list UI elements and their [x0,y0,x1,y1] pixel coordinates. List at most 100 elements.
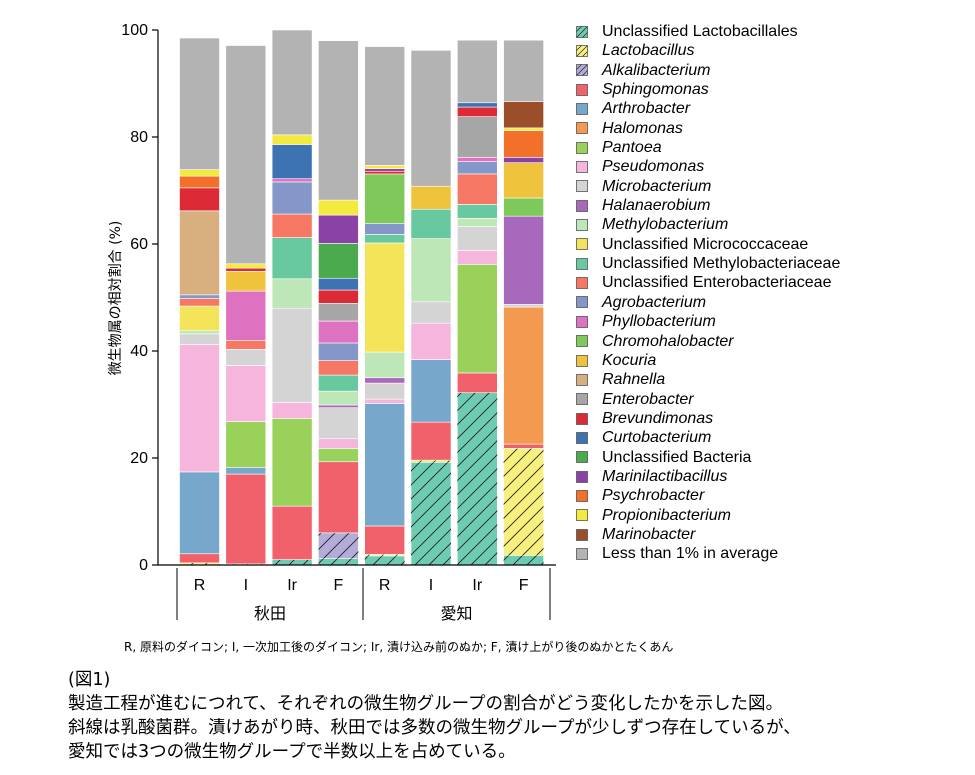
bar-segment [503,157,544,163]
bar-segment [456,226,498,251]
legend-item: Chromohalobacter [576,332,840,351]
legend-swatch [576,64,588,77]
bar-segment [503,162,544,199]
bar-segment [318,390,359,406]
legend-swatch [576,548,588,560]
legend-item: Marinobacter [576,525,840,544]
legend-label: Rahnella [602,371,666,389]
figure-caption: (図1) 製造工程が進むにつれて、それぞれの微生物グループの割合がどう変化したか… [68,668,801,764]
bar-segment [318,199,359,216]
x-tick-label: Ir [472,577,482,594]
legend-label: Pseudomonas [602,158,705,176]
bar-segment [271,181,313,215]
bar-segment [410,322,452,360]
bar-segment [318,40,359,201]
bar-segment [456,102,498,108]
bar-segment-hatch [411,462,451,565]
legend-item: Marinilactibacillus [576,467,840,486]
legend-swatch [576,122,588,135]
legend-swatch [576,277,588,290]
x-tick-label: F [519,577,529,594]
legend-swatch [576,238,588,251]
legend-label: Methylobacterium [602,216,729,234]
legend-item: Agrobacterium [576,293,840,312]
bar-segment [225,339,267,350]
bar-segment [225,290,267,341]
legend-item: Microbacterium [576,177,840,196]
bar-segment [225,267,267,272]
bar-segment [456,39,498,104]
legend-swatch [576,45,588,57]
legend-item: Pseudomonas [576,157,840,176]
legend-swatch [576,393,588,406]
bar-segment [456,173,498,205]
legend-swatch [576,335,588,348]
bar-segment [318,404,359,409]
bar-segment [318,438,359,449]
bar-segment [271,213,313,238]
bar-segment [456,218,498,227]
legend-label: Unclassified Methylobacteriaceae [602,255,841,273]
x-tick-label: Ir [287,577,297,594]
bar-segment [225,45,267,265]
legend-swatch [576,180,588,193]
legend-label: Lactobacillus [602,42,695,60]
bar-segment [225,349,267,366]
bar-segment [225,421,267,468]
legend-swatch [576,25,588,38]
legend-item: Unclassified Lactobacillales [576,22,840,41]
legend-item: Pantoea [576,138,840,157]
legend-swatch [576,431,588,444]
legend-item: Curtobacterium [576,428,840,447]
bar-segment [364,46,406,166]
bar-segment [225,263,267,269]
legend-item: Propionibacterium [576,506,840,525]
bar-segment [364,398,406,404]
y-tick-label: 20 [130,450,148,467]
bar-segment [364,165,406,169]
legend-label: Curtobacterium [602,429,712,447]
bar-segment [225,365,267,422]
legend-label: Unclassified Micrococcaceae [602,235,809,253]
bar-segment [179,553,220,564]
bar-segment [456,372,498,394]
legend-label: Kocuria [602,351,657,369]
bar-segment [318,374,359,392]
bar-segment [364,382,406,400]
bar-segment-hatch [411,460,451,463]
x-tick-label: I [429,577,433,594]
bar-segment [179,344,220,473]
bar-segment [179,471,220,555]
legend-item: Unclassified Micrococcaceae [576,235,840,254]
legend-item: Unclassified Methylobacteriaceae [576,254,840,273]
bar-segment [271,505,313,560]
legend-label: Halanaerobium [602,197,711,215]
bar-segment [271,29,313,136]
group-label: 愛知 [440,604,472,623]
legend-item: Phyllobacterium [576,312,840,331]
bar-segment-hatch [179,562,220,565]
bar-segment [179,294,220,299]
legend-item: Alkalibacterium [576,61,840,80]
legend-swatch [576,451,588,464]
legend-label: Unclassified Enterobacteriaceae [602,274,832,292]
caption-line-3: 愛知では3つの微生物グループで半数以上を占めている。 [68,742,516,762]
legend-swatch [576,141,588,154]
bar-segment [456,204,498,219]
x-tick-label: R [194,577,206,594]
bars-layer [179,29,544,566]
bar-segment [503,306,544,445]
legend-item: Psychrobacter [576,486,840,505]
bar-segment [225,467,267,475]
bar-segment [318,448,359,463]
bar-segment [364,168,406,172]
y-tick-label: 40 [130,343,148,360]
bar-segment [410,421,452,461]
bar-segment [456,157,498,162]
legend-swatch [576,257,588,270]
legend-swatch [576,315,588,328]
legend-label: Unclassified Lactobacillales [602,23,798,40]
bar-segment [364,234,406,244]
bar-segment [318,360,359,376]
bar-segment [456,264,498,374]
